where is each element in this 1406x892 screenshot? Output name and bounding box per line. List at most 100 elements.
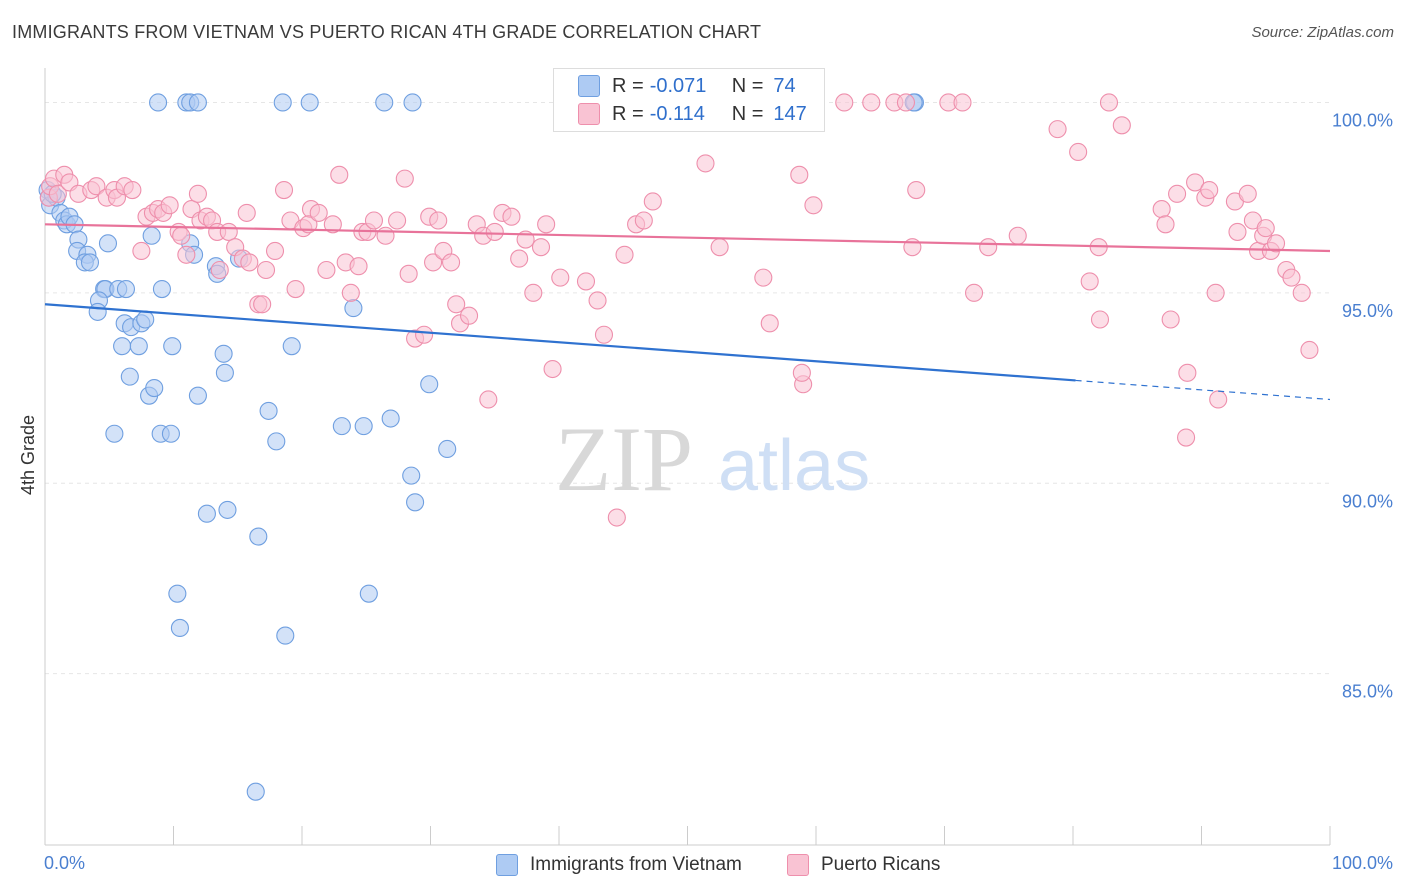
puerto-rican-point [240,253,259,272]
puerto-rican-point [237,203,256,222]
y-axis-label: 4th Grade [18,415,38,495]
vietnam-point [259,401,278,420]
puerto-rican-point [299,215,318,234]
puerto-rican-point [286,279,305,299]
vietnam-point [375,93,394,112]
puerto-rican-point [1048,120,1067,139]
puerto-rican-point [710,238,729,257]
puerto-rican-point [424,253,443,272]
gridlines [45,101,1330,675]
vietnam-point [170,618,189,638]
puerto-rican-point [1256,219,1275,238]
puerto-rican-point [1008,226,1027,245]
puerto-rican-point [643,192,662,211]
puerto-rican-point [349,257,368,276]
bottom-legend-vietnam[interactable]: Immigrants from Vietnam [496,852,742,878]
puerto-rican-point [537,215,556,234]
vietnam-point [332,417,351,436]
vietnam-point [402,466,421,485]
source-label: Source: ZipAtlas.com [1251,24,1394,41]
vietnam-point [354,417,373,436]
puerto-rican-point [253,295,272,314]
legend-n-value: 74 [773,74,796,97]
vietnam-point [218,500,237,519]
puerto-rican-point [896,93,916,112]
puerto-rican-point [399,264,418,283]
puerto-rican-point [459,306,479,325]
puerto-rican-point [274,180,294,200]
correlation-legend: R = -0.071 N = 74 R = -0.114 N = 147 [553,68,825,132]
puerto-rican-point [1266,234,1286,253]
x-tick-label: 100.0% [1332,853,1393,873]
puerto-rican-point [1206,283,1225,302]
trend-lines [44,223,1331,401]
puerto-rican-point [543,359,562,379]
puerto-rican-point [1178,363,1197,382]
vietnam-point [214,344,233,363]
puerto-rican-point [1300,340,1319,360]
x-tick-label: 0.0% [44,853,85,873]
legend-swatch-vietnam [578,75,600,97]
puerto-rican-point [835,93,854,112]
vietnam-point [300,93,319,112]
puerto-rican-point [309,203,328,222]
puerto-rican-point [1099,93,1119,112]
puerto-rican-point [965,283,984,302]
puerto-rican-point [1228,222,1247,241]
vietnam-point [276,626,295,645]
vietnam-point [168,584,187,603]
vietnam-point [438,439,457,459]
puerto-rican-point [485,222,504,241]
vietnam-point [105,424,124,443]
puerto-rican-point [760,314,779,333]
puerto-rican-point [388,211,407,230]
legend-n-value: 147 [773,102,807,125]
puerto-rican-point [317,260,336,280]
legend-row-puerto-rican: R = -0.114 N = 147 [554,100,807,128]
bottom-legend-swatch-puerto-rican [787,854,809,876]
puerto-rican-point [330,165,349,184]
puerto-rican-point [1200,180,1219,200]
vietnam-point [381,409,400,428]
puerto-rican-point [615,245,634,264]
puerto-rican-point [177,245,196,264]
vietnam-point [145,379,164,398]
puerto-rican-point [415,325,434,344]
puerto-rican-point [1177,428,1196,447]
bottom-legend-puerto-rican[interactable]: Puerto Ricans [787,852,940,878]
vietnam-point [359,584,378,603]
puerto-rican-point [395,169,414,188]
puerto-rican-point [907,180,926,200]
data-points [38,93,1319,801]
puerto-rican-point [48,184,67,203]
legend-r-value: -0.071 [649,74,707,97]
puerto-rican-point [862,93,881,112]
puerto-rican-point [210,260,229,280]
puerto-rican-point [588,291,607,310]
puerto-rican-point [447,295,466,314]
vietnam-point [129,337,148,356]
puerto-rican-point [256,260,276,280]
vietnam-point [267,432,286,451]
puerto-rican-point [1238,184,1257,203]
puerto-rican-point [524,283,543,302]
legend-row-vietnam: R = -0.071 N = 74 [554,72,796,100]
vietnam-point [136,310,155,329]
y-tick-label: 85.0% [1342,682,1393,702]
vietnam-point [142,226,161,245]
puerto-rican-point [634,211,653,230]
vietnam-point [188,386,207,405]
vietnam-point [273,93,292,112]
vietnam-point [246,782,265,801]
puerto-rican-point [607,508,626,527]
vietnam-point [98,234,118,253]
vietnam-point [161,424,180,443]
puerto-rican-point [510,249,529,268]
puerto-rican-point [804,196,823,215]
puerto-rican-point [1156,215,1175,234]
bottom-legend-label: Puerto Ricans [821,854,941,875]
puerto-rican-point [754,268,773,287]
legend-n-label: N = [731,74,764,97]
y-tick-label: 95.0% [1342,301,1393,321]
puerto-rican-point [1186,173,1205,192]
